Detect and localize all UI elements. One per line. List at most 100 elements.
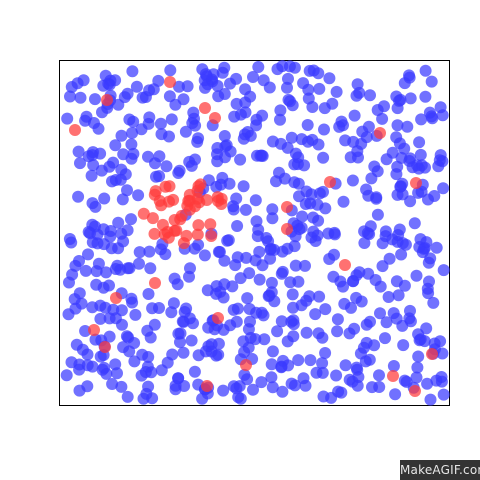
red-particle bbox=[191, 192, 204, 205]
blue-particle bbox=[133, 257, 145, 270]
blue-particle bbox=[126, 296, 139, 309]
blue-particle bbox=[252, 223, 265, 236]
blue-particle bbox=[368, 160, 381, 173]
blue-particle bbox=[143, 84, 156, 97]
blue-particle bbox=[403, 69, 415, 82]
blue-particle bbox=[240, 251, 253, 264]
red-particle bbox=[146, 212, 159, 225]
blue-particle bbox=[292, 354, 305, 367]
blue-particle bbox=[142, 150, 154, 163]
blue-particle bbox=[256, 109, 269, 122]
blue-particle bbox=[323, 253, 336, 265]
blue-particle bbox=[302, 83, 315, 96]
blue-particle bbox=[365, 172, 378, 185]
blue-particle bbox=[165, 306, 178, 319]
blue-particle bbox=[224, 77, 236, 90]
blue-particle bbox=[262, 235, 275, 248]
red-particle bbox=[183, 203, 196, 216]
blue-particle bbox=[100, 266, 113, 279]
blue-particle bbox=[231, 302, 244, 315]
blue-particle bbox=[126, 65, 139, 78]
blue-particle bbox=[350, 361, 363, 374]
blue-particle bbox=[153, 150, 166, 163]
blue-particle bbox=[230, 97, 243, 110]
blue-particle bbox=[172, 167, 185, 179]
blue-particle bbox=[352, 371, 365, 383]
red-particle bbox=[205, 230, 218, 242]
blue-particle bbox=[180, 302, 193, 315]
blue-particle bbox=[74, 91, 87, 104]
blue-particle bbox=[98, 361, 111, 374]
blue-particle bbox=[274, 104, 287, 117]
blue-particle bbox=[296, 210, 309, 223]
blue-particle bbox=[404, 92, 417, 105]
blue-particle bbox=[187, 317, 199, 330]
blue-particle bbox=[271, 325, 284, 338]
blue-particle bbox=[66, 268, 79, 281]
blue-particle bbox=[437, 182, 450, 195]
red-particle bbox=[158, 228, 171, 241]
red-particle bbox=[191, 228, 204, 241]
blue-particle bbox=[373, 381, 386, 393]
blue-particle bbox=[376, 112, 389, 125]
blue-particle bbox=[303, 290, 316, 303]
blue-particle bbox=[179, 125, 192, 138]
blue-particle bbox=[143, 111, 156, 124]
blue-particle bbox=[430, 374, 443, 387]
blue-particle bbox=[79, 325, 92, 337]
blue-particle bbox=[85, 169, 98, 182]
blue-particle bbox=[82, 150, 95, 163]
blue-particle bbox=[300, 326, 313, 339]
blue-particle bbox=[129, 308, 142, 321]
blue-particle bbox=[133, 246, 146, 259]
blue-particle bbox=[303, 64, 316, 77]
blue-particle bbox=[109, 139, 122, 152]
red-particle bbox=[156, 218, 169, 231]
blue-particle bbox=[317, 151, 330, 164]
blue-particle bbox=[379, 332, 391, 345]
blue-particle bbox=[286, 288, 299, 301]
blue-particle bbox=[270, 175, 282, 188]
blue-particle bbox=[188, 365, 201, 378]
blue-particle bbox=[276, 385, 289, 398]
blue-particle bbox=[410, 371, 423, 384]
blue-particle bbox=[121, 184, 133, 197]
blue-particle bbox=[112, 98, 125, 111]
blue-particle bbox=[383, 252, 396, 265]
blue-particle bbox=[125, 213, 137, 226]
blue-particle bbox=[316, 331, 329, 344]
red-particle bbox=[212, 194, 224, 207]
blue-particle bbox=[415, 113, 428, 126]
red-particle bbox=[101, 94, 113, 106]
blue-particle bbox=[234, 392, 247, 405]
blue-particle bbox=[104, 230, 117, 243]
blue-particle bbox=[401, 120, 414, 133]
blue-particle bbox=[350, 269, 363, 282]
blue-particle bbox=[115, 380, 128, 393]
blue-particle bbox=[242, 323, 255, 336]
blue-particle bbox=[243, 303, 256, 315]
blue-particle bbox=[123, 345, 136, 358]
blue-particle bbox=[265, 358, 278, 371]
blue-particle bbox=[301, 119, 314, 131]
blue-particle bbox=[289, 147, 302, 160]
blue-particle bbox=[352, 151, 364, 164]
blue-particle bbox=[299, 259, 311, 272]
blue-particle bbox=[103, 312, 116, 325]
blue-particle bbox=[437, 264, 450, 277]
red-particle bbox=[167, 193, 180, 206]
blue-particle bbox=[281, 242, 294, 255]
blue-particle bbox=[173, 80, 185, 93]
blue-particle bbox=[112, 216, 125, 229]
blue-particle bbox=[396, 237, 409, 250]
blue-particle bbox=[127, 115, 140, 128]
blue-particle bbox=[376, 237, 389, 250]
blue-particle bbox=[70, 338, 83, 351]
blue-particle bbox=[92, 122, 105, 135]
blue-particle bbox=[87, 159, 100, 172]
blue-particle bbox=[61, 112, 74, 125]
blue-particle bbox=[227, 200, 240, 213]
blue-particle bbox=[188, 242, 201, 255]
blue-particle bbox=[297, 372, 310, 385]
blue-particle bbox=[412, 350, 425, 363]
